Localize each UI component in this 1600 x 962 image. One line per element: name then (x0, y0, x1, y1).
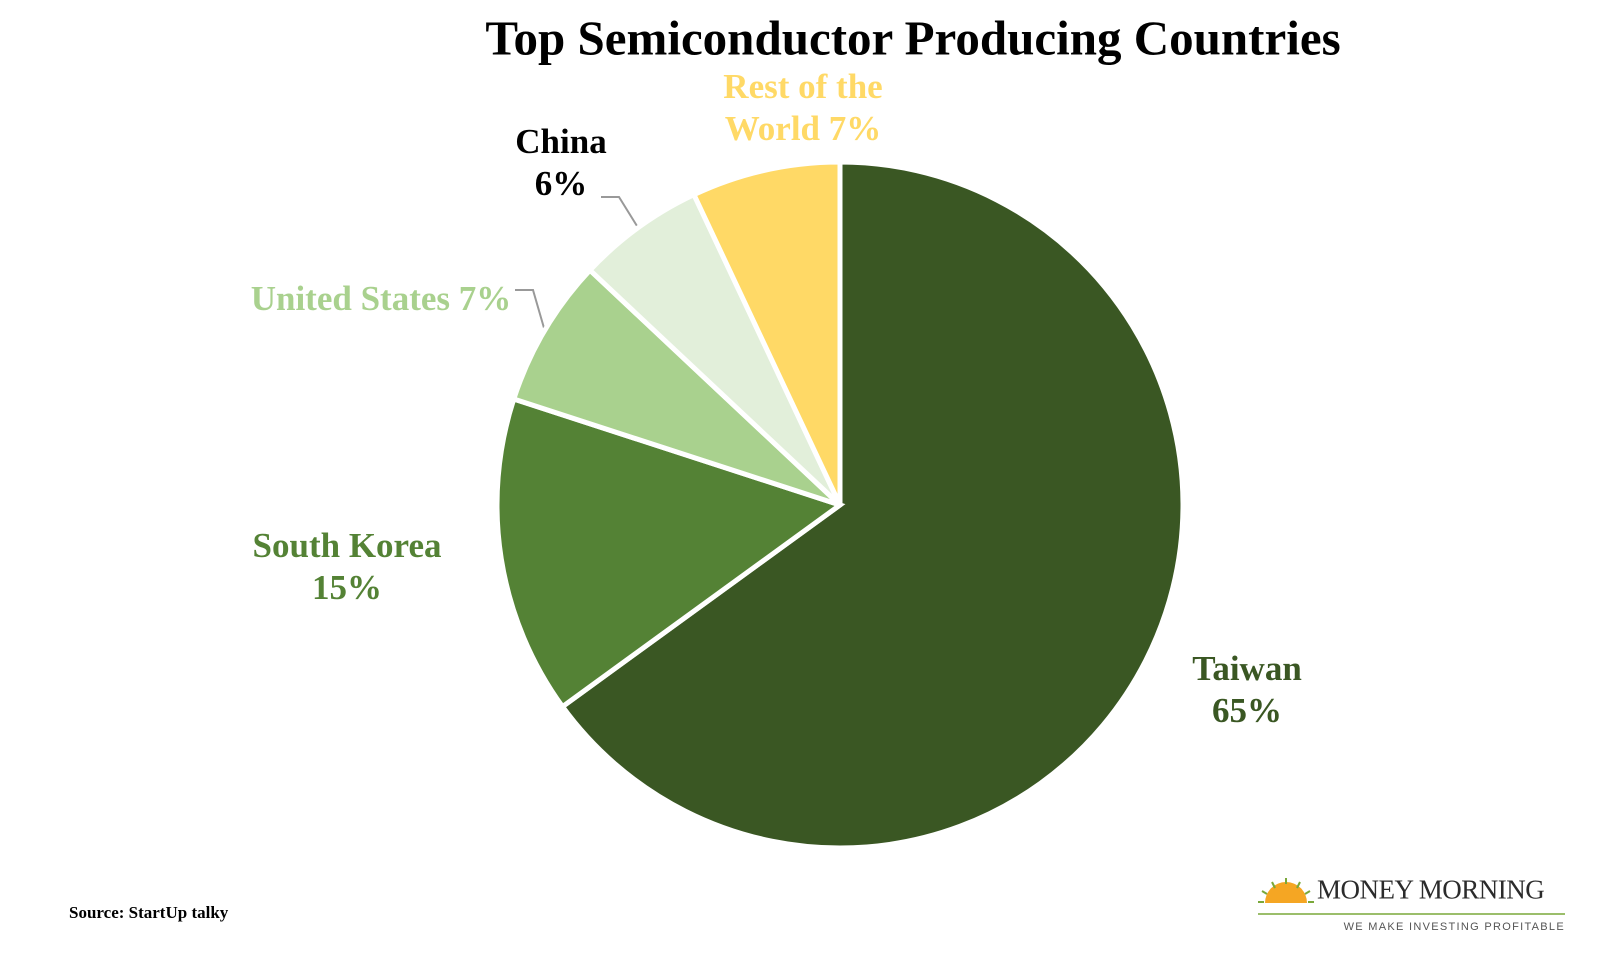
logo-tagline: WE MAKE INVESTING PROFITABLE (1343, 921, 1565, 933)
value-label: 7% (458, 279, 512, 318)
pie-slice (690, 159, 843, 507)
slice-label: Rest of the World 7% (693, 66, 913, 150)
slice-label: United States 7% (246, 278, 516, 320)
slice-label: China 6% (491, 121, 631, 205)
value-label: 65% (1212, 691, 1282, 730)
category-label: South Korea (252, 526, 442, 565)
pie-slice (510, 266, 842, 508)
category-label: United States (250, 279, 451, 318)
category-label: Taiwan (1192, 649, 1302, 688)
leader-line (515, 289, 545, 329)
value-label: 15% (312, 568, 382, 607)
slice-label: Taiwan 65% (1157, 648, 1337, 732)
logo-name: MONEY MORNING (1317, 874, 1545, 905)
source-note: Source: StartUp talky (69, 903, 229, 922)
slice-label: South Korea 15% (217, 525, 477, 609)
pie-slice (494, 395, 846, 711)
category-label: China (515, 122, 607, 161)
category-label: Rest of the World (723, 67, 883, 148)
chart-title: Top Semiconductor Producing Countries (485, 10, 1341, 66)
pie-slice (559, 159, 1186, 851)
value-label: 7% (828, 109, 882, 148)
value-label: 6% (534, 164, 588, 203)
logo-sun (1258, 878, 1565, 915)
pie-slice (586, 191, 843, 507)
leader-line (601, 196, 638, 227)
